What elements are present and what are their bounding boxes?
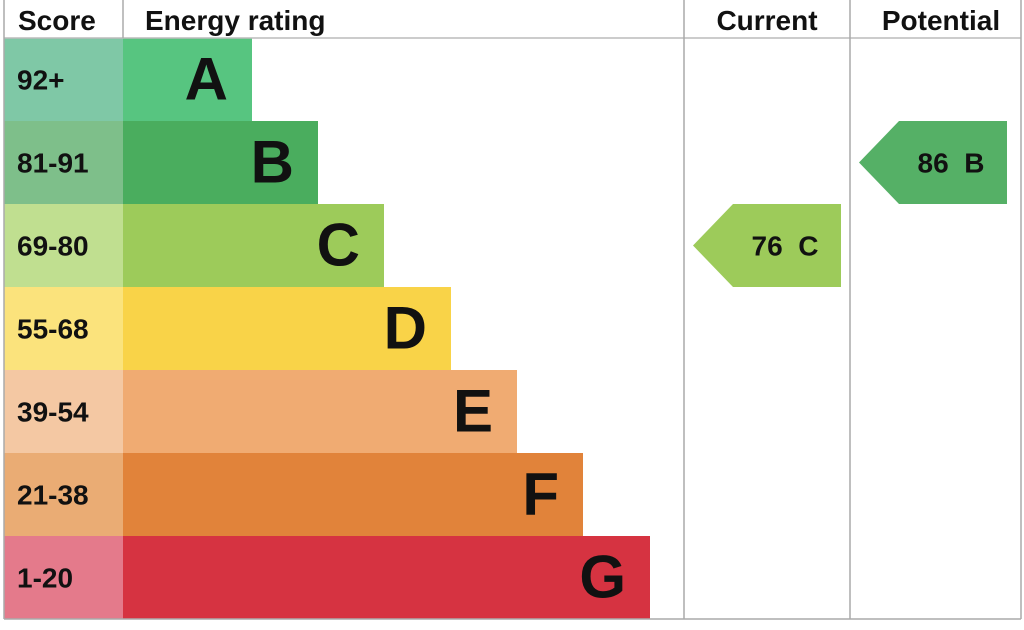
potential-rating-arrow bbox=[859, 121, 1007, 204]
band-bar-G bbox=[123, 536, 650, 619]
header-score: Score bbox=[18, 5, 96, 36]
band-bar-F bbox=[123, 453, 583, 536]
current-rating-arrow bbox=[693, 204, 841, 287]
score-cell-G bbox=[4, 536, 123, 619]
band-bar-A bbox=[123, 38, 252, 121]
score-range-G: 1-20 bbox=[17, 563, 73, 594]
score-cell-C bbox=[4, 204, 123, 287]
band-bar-C bbox=[123, 204, 384, 287]
band-letter-A: A bbox=[185, 46, 228, 113]
score-cell-B bbox=[4, 121, 123, 204]
score-cell-E bbox=[4, 370, 123, 453]
header-energy-rating: Energy rating bbox=[145, 5, 325, 36]
header-potential: Potential bbox=[882, 5, 1000, 36]
band-letter-B: B bbox=[251, 129, 294, 196]
current-rating-label: 76 C bbox=[752, 231, 819, 262]
band-bar-B bbox=[123, 121, 318, 204]
band-bar-D bbox=[123, 287, 451, 370]
score-range-D: 55-68 bbox=[17, 314, 89, 345]
score-cell-D bbox=[4, 287, 123, 370]
band-letter-F: F bbox=[522, 461, 559, 528]
band-letter-G: G bbox=[579, 544, 626, 611]
band-letter-C: C bbox=[317, 212, 360, 279]
score-cell-F bbox=[4, 453, 123, 536]
header-current: Current bbox=[716, 5, 817, 36]
score-range-E: 39-54 bbox=[17, 397, 89, 428]
potential-rating-label: 86 B bbox=[918, 148, 985, 179]
score-cell-A bbox=[4, 38, 123, 121]
band-letter-E: E bbox=[453, 378, 493, 445]
band-letter-D: D bbox=[384, 295, 427, 362]
score-range-F: 21-38 bbox=[17, 480, 89, 511]
score-range-C: 69-80 bbox=[17, 231, 89, 262]
band-bar-E bbox=[123, 370, 517, 453]
score-range-A: 92+ bbox=[17, 65, 65, 96]
score-range-B: 81-91 bbox=[17, 148, 89, 179]
